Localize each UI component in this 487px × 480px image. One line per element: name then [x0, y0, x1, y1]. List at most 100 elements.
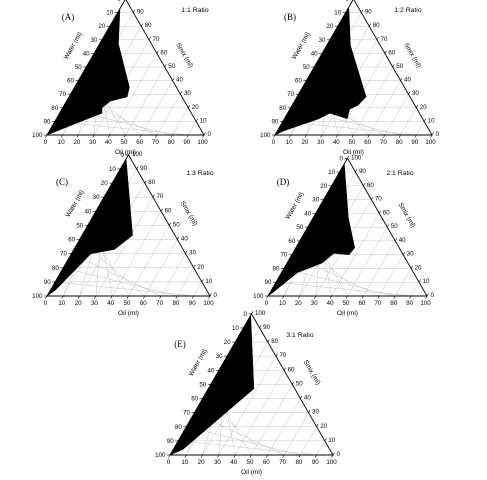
grid-line — [95, 197, 154, 297]
oil-axis-title: Oil (ml) — [115, 149, 136, 156]
water-axis-title: Water (ml) — [65, 189, 86, 219]
left-tick-label: 40 — [85, 208, 92, 215]
tick-mark — [126, 295, 129, 299]
right-tick-label: 60 — [160, 49, 167, 56]
right-tick-label: 80 — [145, 22, 152, 29]
bottom-tick-label: 0 — [44, 139, 48, 146]
ratio-label: 1:2 Ratio — [394, 7, 421, 14]
right-tick-label: 0 — [337, 451, 341, 458]
grid-line — [125, 66, 165, 136]
grid-line — [410, 282, 420, 297]
tick-mark — [400, 77, 403, 81]
water-axis-title: Water (ml) — [291, 31, 312, 61]
bottom-tick-label: 20 — [198, 459, 205, 466]
grid-line — [141, 80, 173, 136]
grid-line — [144, 239, 178, 297]
grid-line — [395, 268, 412, 297]
bottom-tick-label: 70 — [380, 139, 387, 146]
bottom-tick-label: 20 — [295, 300, 302, 307]
tick-mark — [371, 196, 374, 200]
left-tick-label: 60 — [295, 78, 302, 85]
right-tick-label: 10 — [328, 437, 335, 444]
left-tick-label: 60 — [191, 396, 198, 403]
left-tick-label: 40 — [311, 50, 318, 57]
tick-mark — [418, 279, 421, 283]
tick-mark — [273, 134, 276, 138]
grid-line — [416, 121, 425, 136]
tick-mark — [414, 134, 417, 138]
grid-line — [156, 94, 181, 136]
left-tick-label: 40 — [304, 210, 311, 217]
tick-mark — [361, 9, 364, 13]
tick-mark — [209, 293, 212, 297]
left-tick-label: 90 — [44, 279, 51, 286]
right-tick-label: 40 — [304, 395, 311, 402]
tick-mark — [426, 293, 429, 297]
smix-axis-title: Smix (ml) — [397, 202, 417, 229]
right-tick-label: 100 — [357, 0, 368, 2]
smix-axis-title: Smix (ml) — [302, 359, 322, 386]
grid-line — [251, 384, 293, 456]
tick-mark — [425, 295, 428, 299]
tick-mark — [123, 134, 126, 138]
right-tick-label: 40 — [404, 77, 411, 84]
bottom-tick-label: 80 — [390, 300, 397, 307]
right-tick-label: 20 — [197, 264, 204, 271]
left-tick-label: 0 — [121, 152, 125, 159]
microemulsion-region — [46, 0, 130, 136]
tick-mark — [152, 194, 155, 198]
bottom-tick-label: 0 — [167, 459, 171, 466]
grid-line — [54, 121, 189, 136]
tick-mark — [329, 295, 332, 299]
tick-mark — [347, 155, 350, 159]
ternary-panel: 0 10 20 30 40 50 60 70 80 90 100100908070605040302… — [260, 0, 440, 156]
tick-mark — [336, 134, 339, 138]
tick-mark — [409, 295, 412, 299]
smix-axis-title: Smix (ml) — [179, 200, 199, 227]
tick-mark — [168, 454, 171, 458]
bottom-tick-label: 100 — [420, 300, 431, 307]
tick-mark — [202, 134, 205, 138]
left-tick-label: 100 — [155, 452, 166, 459]
tick-mark — [170, 134, 173, 138]
left-tick-label: 80 — [175, 424, 182, 431]
right-tick-label: 60 — [383, 209, 390, 216]
grid-line — [347, 227, 388, 297]
tick-mark — [331, 454, 334, 458]
oil-axis-title: Oil (ml) — [343, 149, 364, 156]
left-tick-label: 20 — [101, 180, 108, 187]
bottom-tick-label: 20 — [301, 139, 308, 146]
ternary-panel: 0 10 20 30 40 50 60 70 80 90 100100908070605040302… — [253, 154, 434, 317]
right-tick-label: 60 — [165, 207, 172, 214]
tick-mark — [410, 265, 413, 269]
tick-mark — [384, 50, 387, 54]
grid-line — [177, 267, 194, 297]
bottom-tick-label: 100 — [197, 139, 208, 146]
bottom-tick-label: 30 — [89, 139, 96, 146]
bottom-tick-label: 40 — [333, 139, 340, 146]
right-tick-label: 60 — [288, 366, 295, 373]
tick-mark — [249, 454, 252, 458]
smix-axis-title: Smix (ml) — [174, 42, 194, 69]
left-tick-label: 60 — [67, 78, 74, 85]
ratio-label: 1:1 Ratio — [181, 7, 208, 14]
bottom-tick-label: 50 — [121, 139, 128, 146]
tick-mark — [92, 134, 95, 138]
tick-mark — [168, 222, 172, 226]
tick-mark — [208, 295, 211, 299]
left-tick-label: 40 — [83, 50, 90, 57]
left-tick-label: 30 — [216, 353, 223, 360]
bottom-tick-label: 80 — [295, 459, 302, 466]
left-tick-label: 10 — [334, 10, 341, 17]
right-tick-label: 50 — [168, 63, 175, 70]
panel-label: (C) — [56, 177, 68, 187]
grid-line — [193, 281, 203, 297]
tick-mark — [423, 118, 426, 122]
tick-mark — [164, 64, 167, 68]
grid-line — [300, 426, 317, 456]
grid-line — [55, 281, 194, 297]
right-tick-label: 70 — [381, 36, 388, 43]
bottom-tick-label: 70 — [156, 300, 163, 307]
tick-mark — [351, 134, 354, 138]
tick-mark — [143, 295, 146, 299]
